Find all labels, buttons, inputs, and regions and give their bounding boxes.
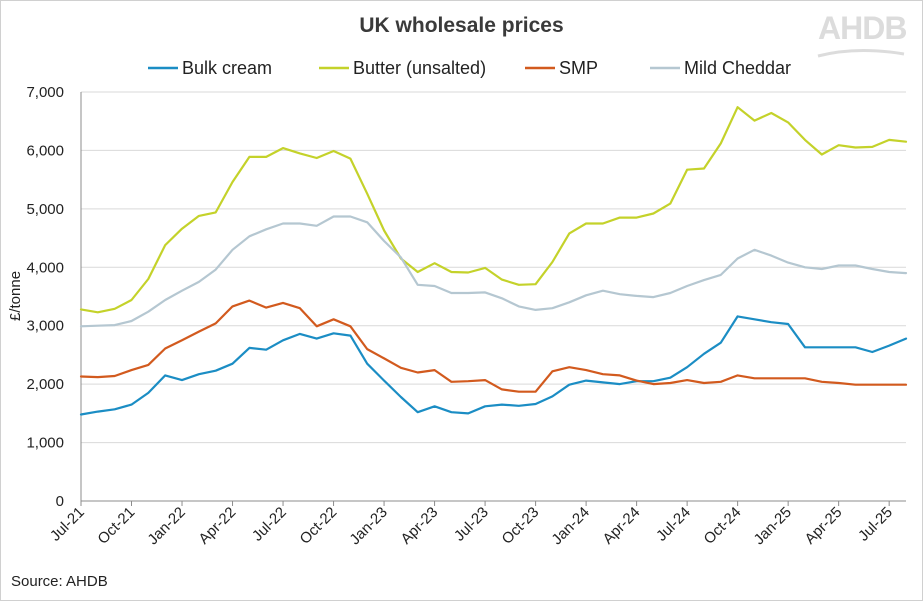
chart-title: UK wholesale prices [359,14,564,37]
legend-label: Butter (unsalted) [353,58,486,78]
x-tick-label: Apr-24 [600,504,644,548]
x-tick-label: Apr-23 [398,504,442,548]
x-tick-label: Jul-23 [451,504,492,545]
y-tick-label: 1,000 [26,435,64,452]
y-tick-label: 0 [56,493,64,510]
y-tick-label: 5,000 [26,201,64,218]
y-tick-label: 7,000 [26,84,64,101]
x-tick-label: Oct-24 [701,504,745,548]
x-tick-label: Jan-23 [346,504,390,548]
x-tick-label: Oct-23 [499,504,543,548]
legend-label: SMP [559,58,598,78]
series-line-mild-cheddar [79,215,908,328]
y-axis-title: £/tonne [7,271,24,321]
x-tick-label: Apr-25 [802,504,846,548]
x-tick-label: Jul-22 [249,504,290,545]
x-tick-label: Oct-22 [297,504,341,548]
series-line-smp [79,299,908,393]
y-tick-label: 3,000 [26,318,64,335]
x-tick-label: Oct-21 [94,504,138,548]
logo-swoosh-icon [817,48,905,58]
x-tick-label: Jan-25 [751,504,795,548]
legend-label: Bulk cream [182,58,272,78]
series-line-butter-unsalted [79,106,908,314]
x-tick-label: Apr-22 [195,504,239,548]
x-tick-label: Jul-21 [47,504,88,545]
series-line-bulk-cream [79,315,908,416]
x-tick-label: Jan-22 [144,504,188,548]
x-tick-label: Jul-24 [653,504,694,545]
y-tick-label: 2,000 [26,376,64,393]
ahdb-logo: AHDB [818,10,907,46]
source-note: Source: AHDB [11,573,108,590]
y-tick-label: 4,000 [26,259,64,276]
legend-label: Mild Cheddar [684,58,791,78]
x-tick-label: Jul-25 [855,504,896,545]
x-tick-label: Jan-24 [548,504,592,548]
y-tick-label: 6,000 [26,142,64,159]
